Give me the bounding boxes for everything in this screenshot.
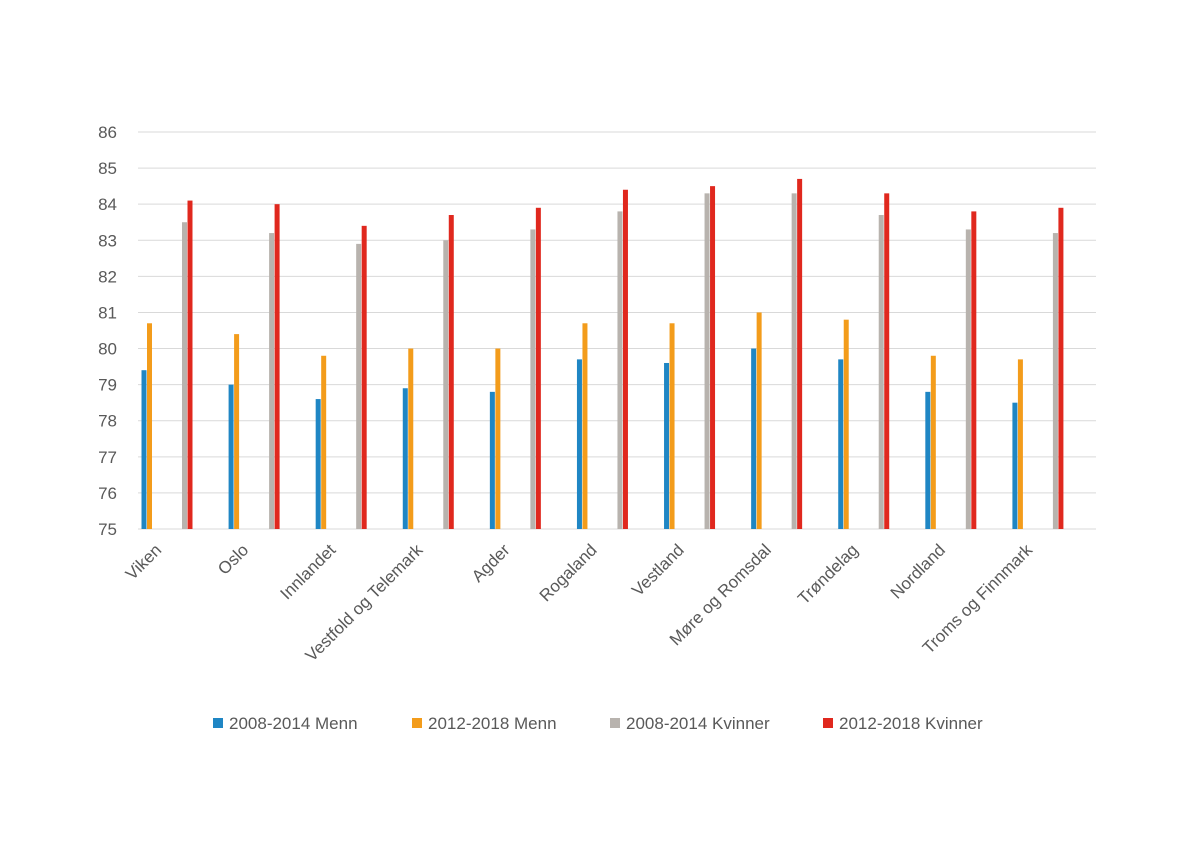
legend-swatch <box>213 718 223 728</box>
legend-swatch <box>610 718 620 728</box>
bar-2012-2018-menn-9 <box>930 355 936 529</box>
y-tick-label: 80 <box>98 340 117 359</box>
bar-2012-2018-menn-8 <box>843 319 849 529</box>
x-tick-label: Trøndelag <box>794 540 862 608</box>
bar-2008-2014-menn-8 <box>838 359 844 529</box>
bar-2008-2014-menn-1 <box>228 384 234 529</box>
bar-2012-2018-kvinner-2 <box>361 225 367 529</box>
bar-2008-2014-kvinner-0 <box>182 222 187 529</box>
y-tick-label: 84 <box>98 195 117 214</box>
x-tick-label: Nordland <box>887 540 949 602</box>
y-tick-label: 77 <box>98 448 117 467</box>
y-tick-label: 78 <box>98 412 117 431</box>
bar-2012-2018-menn-3 <box>408 348 414 529</box>
legend-swatch <box>823 718 833 728</box>
bar-2008-2014-menn-6 <box>664 362 670 529</box>
y-tick-label: 81 <box>98 303 117 322</box>
y-tick-label: 79 <box>98 376 117 395</box>
legend-label: 2012-2018 Menn <box>428 714 557 733</box>
bar-2008-2014-kvinner-8 <box>878 215 884 529</box>
y-axis-ticks: 75 76 77 78 79 80 81 82 83 84 85 86 <box>98 123 117 539</box>
bar-2008-2014-kvinner-7 <box>791 193 797 529</box>
x-tick-label: Oslo <box>214 540 252 578</box>
bar-2012-2018-kvinner-9 <box>971 211 977 529</box>
bar-2008-2014-menn-0 <box>141 370 147 529</box>
bar-2008-2014-menn-7 <box>751 348 757 529</box>
bar-2008-2014-kvinner-4 <box>530 229 536 530</box>
x-tick-label: Rogaland <box>536 540 601 605</box>
bar-2008-2014-kvinner-3 <box>443 240 449 530</box>
bar-2008-2014-kvinner-9 <box>965 229 971 530</box>
legend: 2008-2014 Menn 2012-2018 Menn 2008-2014 Kv… <box>213 714 983 733</box>
x-tick-label: Vestland <box>628 540 688 600</box>
bar-2008-2014-menn-3 <box>402 388 408 529</box>
bar-2012-2018-kvinner-0 <box>187 200 193 529</box>
bar-2012-2018-menn-0 <box>147 323 152 529</box>
bar-2008-2014-kvinner-2 <box>356 243 362 529</box>
bar-2012-2018-kvinner-4 <box>535 207 541 530</box>
bar-2012-2018-kvinner-6 <box>710 186 716 530</box>
bar-2008-2014-menn-10 <box>1012 402 1018 529</box>
legend-label: 2008-2014 Kvinner <box>626 714 770 733</box>
bar-2008-2014-kvinner-1 <box>269 233 275 529</box>
bar-2008-2014-menn-5 <box>576 359 582 529</box>
bar-2012-2018-menn-2 <box>321 355 327 529</box>
bar-2012-2018-menn-4 <box>495 348 501 529</box>
legend-label: 2008-2014 Menn <box>229 714 358 733</box>
bar-2008-2014-menn-2 <box>315 399 321 529</box>
bar-2008-2014-kvinner-10 <box>1052 233 1058 529</box>
y-tick-label: 85 <box>98 159 117 178</box>
x-tick-label: Agder <box>468 540 514 586</box>
bar-2012-2018-kvinner-1 <box>274 204 280 529</box>
legend-label: 2012-2018 Kvinner <box>839 714 983 733</box>
gridlines <box>138 131 1096 530</box>
bar-2008-2014-menn-4 <box>489 391 495 529</box>
bar-2012-2018-kvinner-5 <box>622 189 628 529</box>
y-tick-label: 76 <box>98 484 117 503</box>
bar-2012-2018-menn-6 <box>669 323 675 529</box>
bar-2012-2018-kvinner-10 <box>1058 207 1064 530</box>
y-tick-label: 86 <box>98 123 117 142</box>
bar-2012-2018-kvinner-8 <box>884 193 890 529</box>
bar-2008-2014-kvinner-5 <box>617 211 623 529</box>
bar-2012-2018-menn-10 <box>1017 359 1023 529</box>
x-tick-label: Viken <box>122 540 165 583</box>
bar-2008-2014-kvinner-6 <box>704 193 710 529</box>
y-tick-label: 83 <box>98 231 117 250</box>
y-tick-label: 75 <box>98 520 117 539</box>
bar-2012-2018-menn-5 <box>582 323 588 529</box>
y-tick-label: 82 <box>98 267 117 286</box>
bar-2012-2018-kvinner-3 <box>448 215 454 529</box>
bar-2012-2018-menn-7 <box>756 312 762 529</box>
bar-2008-2014-menn-9 <box>925 391 931 529</box>
x-tick-label: Innlandet <box>276 540 339 603</box>
bars <box>141 178 1064 530</box>
bar-2012-2018-kvinner-7 <box>797 178 803 529</box>
bar-2012-2018-menn-1 <box>234 334 240 529</box>
legend-swatch <box>412 718 422 728</box>
